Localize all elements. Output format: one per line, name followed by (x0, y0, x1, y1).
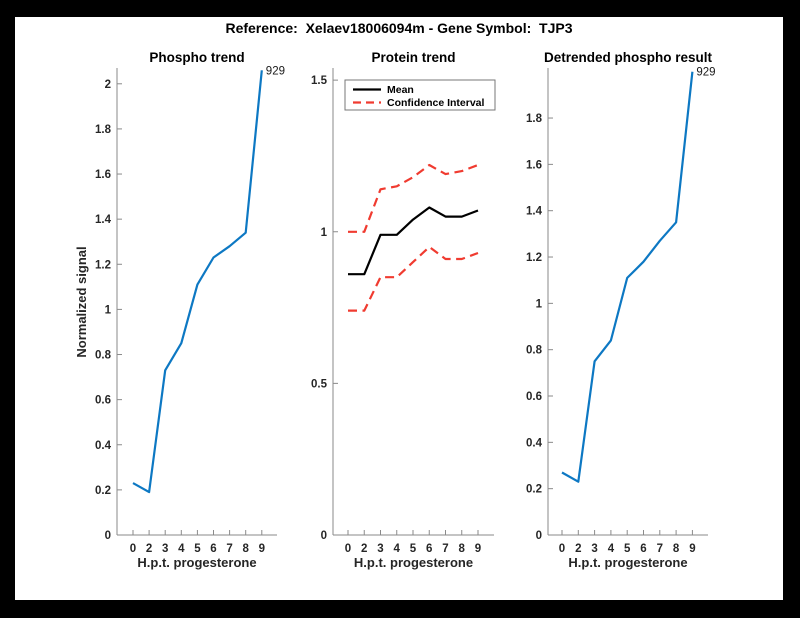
y-tick-label: 0.8 (526, 345, 543, 357)
x-tick-label: 3 (162, 543, 168, 555)
y-tick-label: 0.4 (95, 440, 112, 452)
series-phospho-signal (132, 70, 263, 494)
x-tick-label: 9 (475, 543, 481, 555)
y-tick-label: 1.4 (526, 206, 543, 218)
x-tick-label: 6 (210, 543, 216, 555)
series-end-label: 929 (696, 67, 715, 79)
subplot-protein-trend: 00.511.50 2 3 4 5 6 7 8 9H.p.t. progesteroneProt… (311, 50, 496, 570)
x-tick-label: 4 (394, 543, 401, 555)
y-tick-label: 0.8 (95, 350, 112, 362)
x-tick-label: 6 (426, 543, 432, 555)
y-tick-label: 0.4 (526, 437, 543, 449)
x-tick-label: 0 (130, 543, 136, 555)
x-axis-label: H.p.t. progesterone (354, 555, 473, 570)
x-tick-label: 4 (608, 543, 615, 555)
y-tick-label: 1 (536, 298, 543, 310)
y-tick-label: 1 (321, 227, 328, 239)
x-tick-label: 7 (657, 543, 663, 555)
x-tick-label: 9 (689, 543, 695, 555)
legend-label: Confidence Interval (387, 97, 485, 109)
subplot-detrended-phospho-result: 00.20.40.60.811.21.41.61.80 2 3 4 5 6 7 8 9H.p.t… (526, 50, 716, 570)
plot-title: Phospho trend (149, 50, 244, 65)
x-tick-label: 0 (559, 543, 565, 555)
x-tick-label: 2 (361, 543, 367, 555)
x-tick-label: 8 (459, 543, 466, 555)
x-tick-label: 4 (178, 543, 185, 555)
legend-label: Mean (387, 84, 414, 96)
y-tick-label: 0 (536, 530, 542, 542)
x-tick-label: 9 (259, 543, 265, 555)
x-axis-label: H.p.t. progesterone (568, 555, 687, 570)
y-tick-label: 1 (105, 304, 112, 316)
y-tick-label: 1.2 (95, 259, 111, 271)
series-confidence-upper (348, 163, 479, 233)
x-tick-label: 7 (442, 543, 448, 555)
x-tick-label: 7 (226, 543, 232, 555)
x-tick-label: 5 (410, 543, 417, 555)
y-tick-label: 0.2 (526, 484, 542, 496)
series-end-label: 929 (266, 65, 285, 77)
plot-title: Protein trend (371, 50, 455, 65)
subplot-phospho-trend: 00.20.40.60.811.21.41.61.820 2 3 4 5 6 7 8 9H.p.… (74, 50, 285, 570)
figure-canvas (15, 17, 783, 600)
y-tick-label: 1.4 (95, 214, 112, 226)
y-tick-label: 0.2 (95, 485, 111, 497)
y-tick-label: 0.6 (95, 395, 111, 407)
y-tick-label: 1.6 (526, 159, 542, 171)
y-tick-label: 0 (105, 530, 111, 542)
series-mean (348, 206, 479, 276)
x-tick-label: 3 (591, 543, 597, 555)
x-tick-label: 8 (242, 543, 249, 555)
series-detrended-phospho-signal (561, 71, 694, 483)
x-tick-label: 6 (640, 543, 646, 555)
x-tick-label: 8 (673, 543, 680, 555)
x-tick-label: 2 (575, 543, 581, 555)
y-tick-label: 1.6 (95, 169, 111, 181)
y-tick-label: 1.5 (311, 75, 328, 87)
x-tick-label: 3 (377, 543, 383, 555)
y-tick-label: 1.2 (526, 252, 542, 264)
x-tick-label: 2 (146, 543, 152, 555)
series-confidence-lower (348, 245, 479, 312)
y-tick-label: 2 (105, 79, 111, 91)
x-tick-label: 5 (194, 543, 201, 555)
y-tick-label: 0.6 (526, 391, 542, 403)
legend-box (344, 79, 496, 111)
y-axis-label: Normalized signal (74, 246, 89, 357)
x-tick-label: 0 (345, 543, 351, 555)
x-axis-label: H.p.t. progesterone (137, 555, 256, 570)
y-tick-label: 0 (321, 530, 327, 542)
x-tick-label: 5 (624, 543, 631, 555)
plot-title: Detrended phospho result (544, 50, 713, 65)
y-tick-label: 1.8 (526, 113, 543, 125)
y-tick-label: 1.8 (95, 124, 112, 136)
y-tick-label: 0.5 (311, 378, 328, 390)
figure-title: Reference: Xelaev18006094m - Gene Symbol… (225, 20, 573, 36)
